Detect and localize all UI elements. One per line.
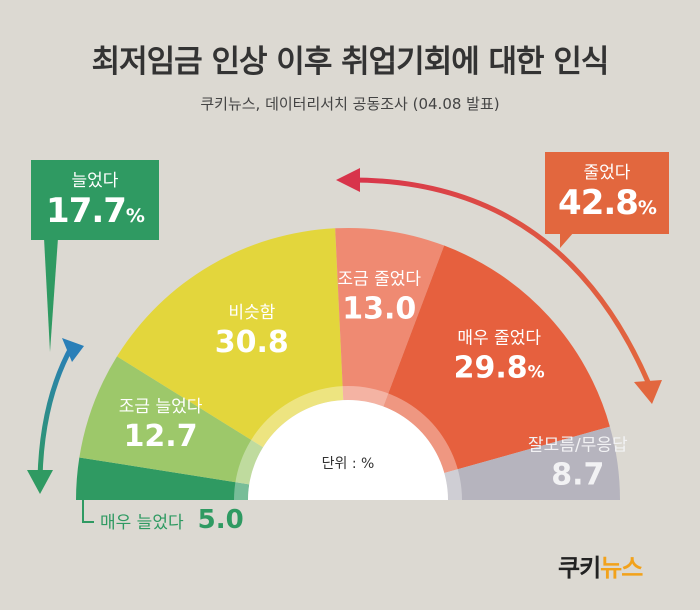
donut-hole (248, 400, 448, 500)
legend-bracket (82, 499, 94, 523)
slice-value-unknown: 8.7 (551, 457, 604, 492)
inner-ring (234, 386, 462, 500)
slice-same (116, 228, 344, 448)
slice-label-slightly-decreased: 조금 줄었다 (337, 269, 421, 289)
slice-much-decreased (383, 245, 610, 474)
much-increased-value: 5.0 (197, 505, 244, 535)
slice-slightly-increased (79, 356, 264, 485)
slice-value-much-decreased: 29.8% (454, 351, 545, 386)
callout-increased: 늘었다 17.7% (31, 160, 159, 240)
decrease-arrow (336, 168, 662, 404)
much-increased-legend: 매우 늘었다 5.0 (82, 499, 244, 535)
callout-increased-value: 17.7% (46, 191, 145, 231)
slice-unknown (444, 426, 620, 500)
slice-value-slightly-decreased: 13.0 (342, 291, 416, 326)
callout-decreased-label: 줄었다 (583, 163, 631, 183)
slice-slightly-decreased (335, 228, 445, 407)
chart-subtitle: 쿠키뉴스, 데이터리서치 공동조사 (04.08 발표) (200, 95, 500, 113)
much-increased-label: 매우 늘었다 (100, 513, 184, 533)
slice-value-slightly-increased: 12.7 (124, 419, 198, 454)
kukinews-logo: 쿠키뉴스 (558, 554, 643, 582)
slice-value-same: 30.8 (215, 325, 289, 360)
slice-label-unknown: 잘모름/무응답 (528, 435, 628, 455)
slice-much-increased (76, 457, 250, 500)
slice-label-slightly-increased: 조금 늘었다 (119, 397, 203, 417)
callout-increased-label: 늘었다 (71, 171, 119, 191)
slice-label-same: 비슷함 (228, 303, 275, 323)
increase-arrow (27, 338, 84, 494)
callout-decreased-tail (560, 232, 574, 248)
unit-label: 단위 : % (322, 456, 375, 472)
chart-title: 최저임금 인상 이후 취업기회에 대한 인식 (91, 44, 610, 80)
callout-decreased: 줄었다 42.8% (545, 152, 669, 234)
callout-decreased-value: 42.8% (558, 183, 657, 223)
callout-increased-tail (44, 238, 58, 352)
slice-label-much-decreased: 매우 줄었다 (457, 329, 541, 349)
